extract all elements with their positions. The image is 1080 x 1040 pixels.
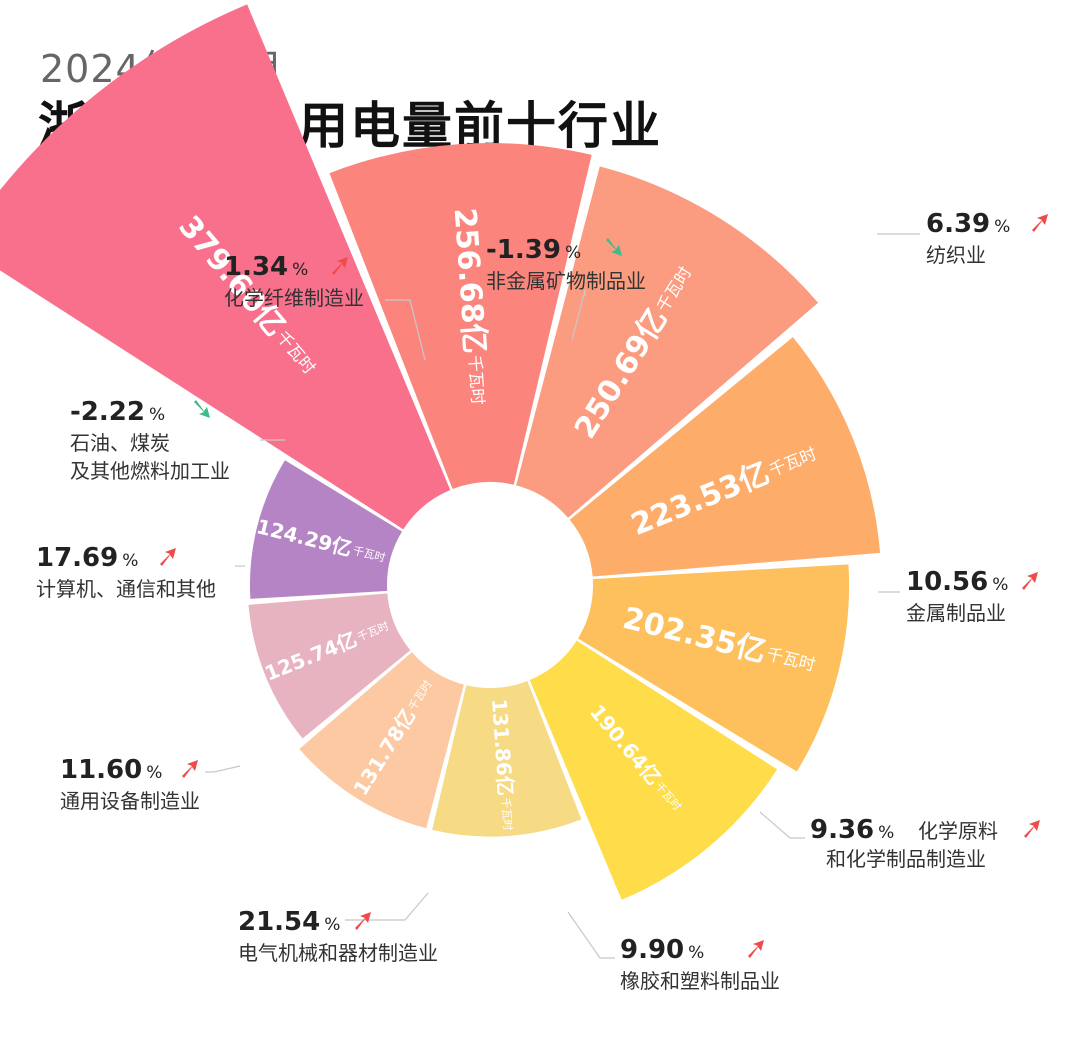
category-name: 纺织业 [926, 243, 986, 267]
category-label-6: 11.60 % 通用设备制造业 [60, 755, 200, 813]
leader-line-9 [385, 299, 426, 361]
arrow-down-icon [606, 238, 622, 256]
category-name: 石油、煤炭 [70, 431, 170, 455]
sector-9 [248, 593, 411, 739]
change-percent: 1.34% [224, 252, 308, 282]
leader-line-group [205, 233, 920, 959]
sector-2 [329, 143, 592, 490]
arrow-up-icon [160, 548, 176, 566]
change-percent: 11.60% [60, 755, 162, 785]
value-unit: 千瓦时 [499, 797, 514, 831]
change-percent: 9.36% [810, 815, 894, 845]
category-label-1: 6.39 % 纺织业 [926, 209, 1048, 267]
category-name: 化学原料 [918, 819, 998, 843]
arrow-up-icon [1024, 820, 1040, 838]
arrow-up-icon [182, 760, 198, 778]
category-name: 非金属矿物制品业 [486, 269, 646, 293]
arrow-up-icon [332, 257, 348, 275]
arrow-up-icon [1032, 214, 1048, 232]
category-name: 计算机、通信和其他 [36, 577, 216, 601]
arrow-up-icon [1022, 572, 1038, 590]
category-name: 电气机械和器材制造业 [238, 941, 438, 965]
leader-line-3 [759, 811, 805, 839]
sector-1 [0, 4, 451, 530]
leader-line-10 [571, 289, 586, 341]
category-name: 和化学制品制造业 [826, 847, 986, 871]
change-percent: -1.39% [486, 235, 581, 265]
sector-group [0, 4, 881, 900]
sector-5 [578, 564, 850, 772]
arrow-up-icon [355, 912, 371, 930]
change-percent: -2.22% [70, 397, 165, 427]
category-name: 化学纤维制造业 [224, 286, 364, 310]
category-name: 及其他燃料加工业 [70, 459, 230, 483]
leader-line-6 [205, 765, 241, 773]
sector-4 [569, 337, 881, 577]
change-percent: 10.56% [906, 567, 1008, 597]
leader-line-4 [567, 911, 615, 959]
category-name: 通用设备制造业 [60, 789, 200, 813]
category-label-9: 1.34 % 化学纤维制造业 [224, 252, 364, 310]
value-unit: 千瓦时 [465, 355, 487, 406]
category-name: 金属制品业 [906, 601, 1006, 625]
arrow-down-icon [194, 400, 210, 418]
change-percent: 21.54% [238, 907, 340, 937]
sector-3 [516, 166, 819, 518]
category-label-5: 21.54 % 电气机械和器材制造业 [238, 907, 438, 965]
category-name: 橡胶和塑料制品业 [620, 969, 780, 993]
change-percent: 9.90% [620, 935, 704, 965]
sector-6 [529, 640, 778, 900]
category-label-10: -1.39 % 非金属矿物制品业 [486, 235, 646, 293]
change-percent: 17.69% [36, 543, 138, 573]
arrow-up-icon [748, 940, 764, 958]
category-label-4: 9.90 % 橡胶和塑料制品业 [620, 935, 780, 993]
sector-10 [249, 460, 402, 599]
sector-8 [299, 652, 464, 829]
leader-line-5 [345, 892, 429, 921]
category-label-2: 10.56 % 金属制品业 [906, 567, 1038, 625]
change-percent: 6.39% [926, 209, 1010, 239]
sector-7 [432, 680, 582, 837]
category-label-7: 17.69 % 计算机、通信和其他 [36, 543, 216, 601]
